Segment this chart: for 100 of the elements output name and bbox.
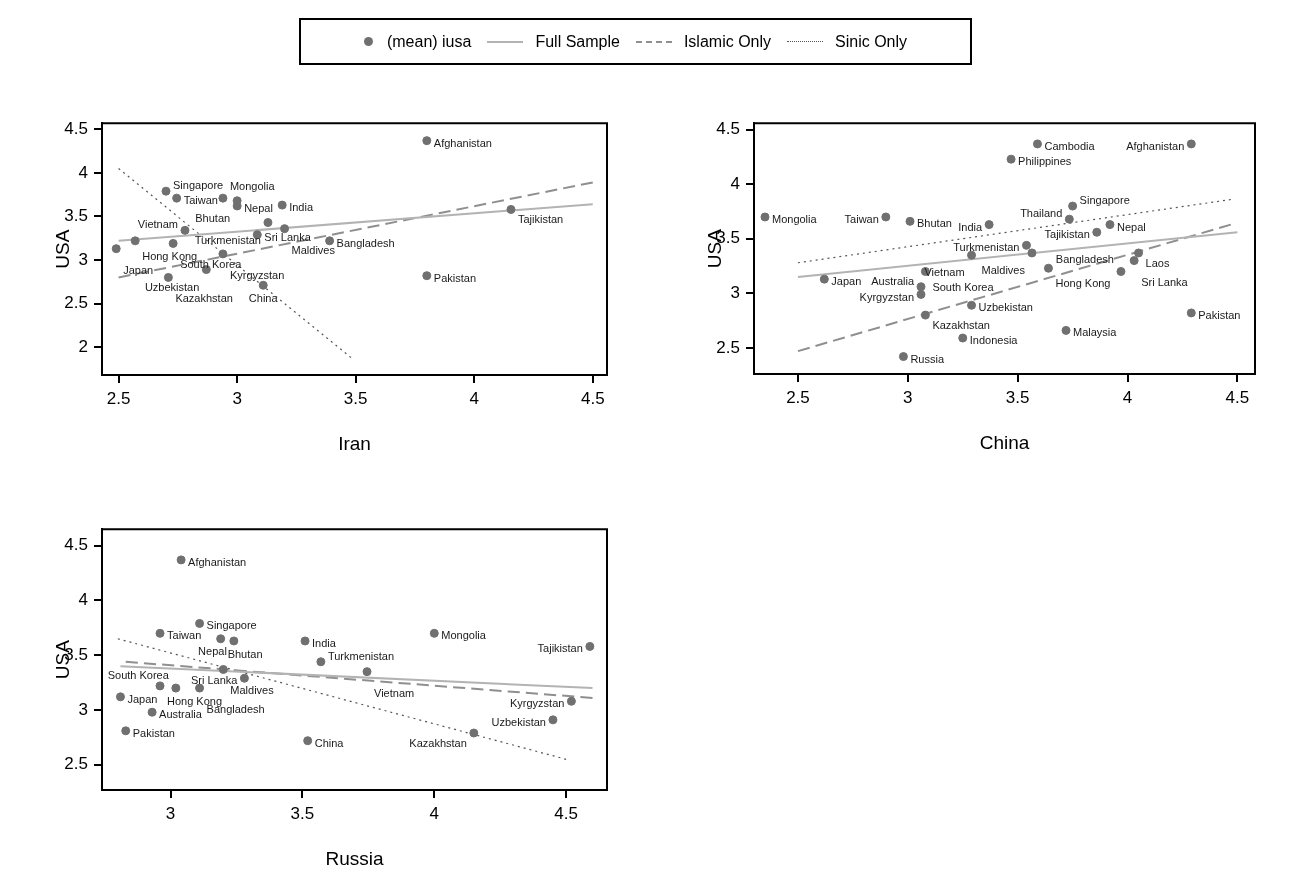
point	[1068, 201, 1078, 211]
point	[300, 636, 310, 646]
data-label: Hong Kong	[167, 694, 223, 707]
data-label: Turkmenistan	[194, 233, 261, 246]
point	[163, 272, 173, 282]
point	[1134, 248, 1144, 258]
data-label: China	[248, 292, 279, 305]
point	[566, 696, 576, 706]
y-tick-label: 2.5	[64, 293, 88, 313]
point	[1006, 154, 1016, 164]
point	[1092, 227, 1102, 237]
data-label: Kyrgyzstan	[509, 697, 565, 710]
data-label: Sri Lanka	[190, 674, 239, 687]
data-label: Indonesia	[969, 334, 1019, 347]
x-tick-label: 4	[429, 803, 440, 823]
x-tick-label: 3.5	[290, 803, 315, 823]
y-tick-label: 4	[730, 173, 740, 193]
data-label: Afghanistan	[188, 555, 247, 568]
point	[161, 186, 171, 196]
y-tick-label: 2.5	[716, 337, 740, 357]
data-label: Afghanistan	[1126, 139, 1185, 152]
data-label: Mongolia	[771, 213, 818, 226]
data-label: India	[312, 637, 337, 649]
data-label: Australia	[871, 275, 915, 288]
x-tick-label: 4.5	[554, 803, 578, 823]
data-label: Turkmenistan	[327, 649, 395, 662]
data-label: Bhutan	[917, 217, 952, 230]
point	[176, 555, 186, 565]
data-label: Vietnam	[374, 686, 415, 699]
data-label: Singapore	[1079, 194, 1130, 207]
data-label: Tajikistan	[517, 213, 564, 226]
data-label: Taiwan	[167, 629, 202, 642]
x-axis-title: Iran	[338, 432, 371, 454]
point	[469, 728, 479, 738]
y-tick-label: 4	[78, 590, 88, 610]
point	[916, 289, 926, 299]
data-label: Nepal	[1116, 220, 1146, 233]
x-tick-label: 4	[469, 388, 479, 408]
data-label: Hong Kong	[1055, 277, 1111, 290]
point	[216, 634, 226, 644]
data-label: Singapore	[206, 619, 257, 632]
data-label: Maldives	[981, 263, 1026, 276]
point	[905, 216, 915, 226]
data-label: Kazakhstan	[932, 319, 990, 332]
legend-label: Sinic Only	[835, 32, 908, 51]
point	[422, 271, 432, 281]
data-label: Tajikistan	[537, 642, 583, 655]
point	[1027, 248, 1037, 258]
data-label: Kazakhstan	[409, 737, 467, 750]
data-label: Nepal	[198, 645, 227, 657]
data-label: Laos	[1145, 256, 1170, 269]
data-label: Pakistan	[1198, 308, 1241, 321]
x-tick-label: 4	[1122, 387, 1133, 407]
point	[325, 236, 335, 246]
x-tick-label: 4.5	[1225, 387, 1250, 407]
point	[168, 238, 178, 248]
data-label: Mongolia	[229, 180, 276, 193]
point	[1032, 139, 1042, 149]
data-label: Sri Lanka	[264, 230, 312, 243]
data-label: Mongolia	[441, 629, 487, 642]
data-label: Sri Lanka	[1141, 275, 1189, 288]
point	[303, 736, 313, 746]
data-label: Australia	[159, 708, 203, 721]
data-label: Kyrgyzstan	[229, 268, 285, 281]
point	[171, 683, 181, 693]
data-label: India	[289, 201, 314, 214]
x-tick-label: 3	[165, 803, 176, 823]
y-tick-label: 4.5	[64, 118, 88, 138]
point	[111, 244, 121, 254]
data-label: Uzbekistan	[144, 280, 200, 293]
data-label: Bhutan	[227, 647, 263, 660]
x-axis-title: Russia	[325, 847, 384, 869]
data-label: Maldives	[291, 243, 336, 256]
data-label: Taiwan	[844, 213, 879, 226]
y-tick-label: 4.5	[716, 119, 740, 139]
data-label: Hong Kong	[142, 249, 198, 262]
point	[1043, 263, 1053, 273]
point	[180, 225, 190, 235]
data-label: Maldives	[230, 684, 275, 697]
point	[147, 707, 157, 717]
point	[958, 333, 968, 343]
point	[1129, 256, 1139, 266]
point	[239, 673, 249, 683]
point	[920, 310, 930, 320]
point	[130, 236, 140, 246]
x-tick-label: 3	[232, 388, 242, 408]
y-tick-label: 3	[78, 249, 88, 269]
point	[1105, 220, 1115, 230]
data-label: Bhutan	[195, 211, 231, 224]
point	[172, 193, 182, 203]
x-tick-label: 4.5	[580, 388, 605, 408]
data-label: Japan	[127, 692, 158, 705]
data-label: Uzbekistan	[491, 715, 546, 728]
data-label: China	[314, 736, 345, 749]
data-label: Bangladesh	[1055, 252, 1114, 265]
data-label: Vietnam	[137, 218, 178, 231]
point	[1061, 325, 1071, 335]
x-tick-label: 2.5	[786, 387, 810, 407]
point	[1021, 240, 1031, 250]
data-label: Pakistan	[132, 726, 175, 739]
